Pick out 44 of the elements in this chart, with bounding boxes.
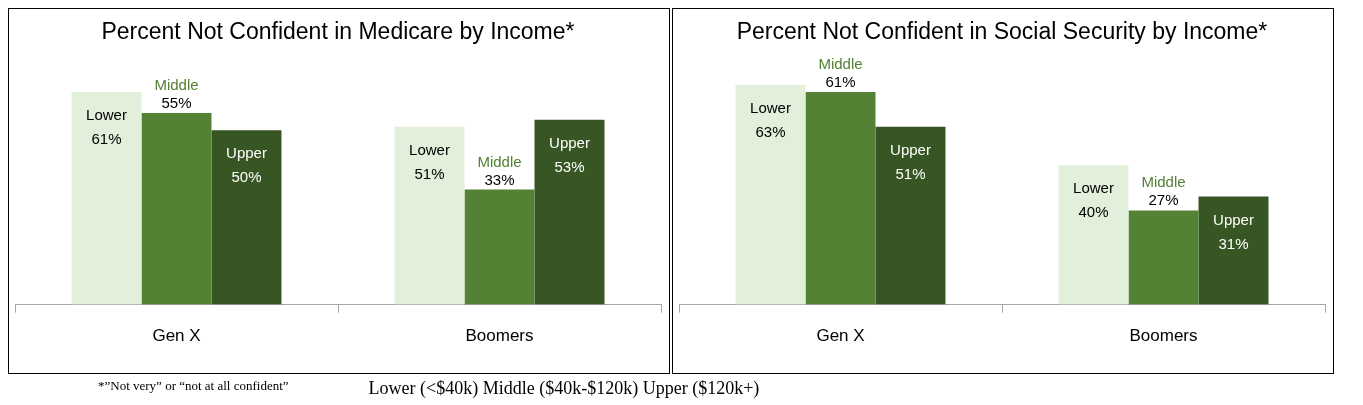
series-label: Lower <box>750 99 791 116</box>
data-label: 53% <box>554 157 585 175</box>
series-label: Middle <box>154 75 199 93</box>
bar <box>875 126 946 305</box>
text: Upper <box>549 133 590 151</box>
data-label: 61% <box>825 72 856 90</box>
series-label: Middle <box>818 54 863 72</box>
series-label: Upper <box>1213 210 1254 228</box>
x-tick-label: Boomers <box>465 326 534 346</box>
bar <box>211 130 282 305</box>
chart-title: Percent Not Confident in Medicare by Income* <box>101 18 575 45</box>
data-label: 61% <box>91 129 122 147</box>
data-label: 40% <box>1078 203 1109 221</box>
bar <box>141 112 212 305</box>
bar <box>464 189 535 305</box>
bar <box>1058 165 1129 305</box>
text: *”Not very” or “not at all confident” <box>98 378 289 395</box>
text: Upper <box>890 140 931 158</box>
data-label: 31% <box>1218 234 1249 252</box>
text: Lower (<$40k) Middle ($40k-$120k) Upper ($120k+) <box>368 378 760 399</box>
text: Lower <box>1073 179 1114 197</box>
data-label: 51% <box>414 164 445 182</box>
data-label: 63% <box>755 123 786 140</box>
bar <box>1128 210 1199 305</box>
x-tick-label: Boomers <box>1129 326 1198 346</box>
x-tick-label: Gen X <box>152 326 201 346</box>
data-label: 55% <box>161 93 192 111</box>
series-label: Upper <box>226 144 267 162</box>
chart-title: Percent Not Confident in Social Security by Income* <box>736 18 1268 45</box>
text: Lower <box>409 140 450 158</box>
series-label: Lower <box>86 105 127 123</box>
bar <box>735 85 806 305</box>
bar <box>1198 196 1269 305</box>
bar <box>534 119 605 305</box>
x-tick-label: Gen X <box>816 326 865 346</box>
data-label: 27% <box>1148 191 1179 209</box>
bar <box>71 91 142 305</box>
data-label: 51% <box>895 164 926 182</box>
data-label: 33% <box>484 170 515 188</box>
text: Middle <box>477 152 522 170</box>
bar <box>805 91 876 305</box>
bar <box>394 126 465 305</box>
text: Middle <box>1141 173 1186 191</box>
data-label: 50% <box>231 168 262 186</box>
